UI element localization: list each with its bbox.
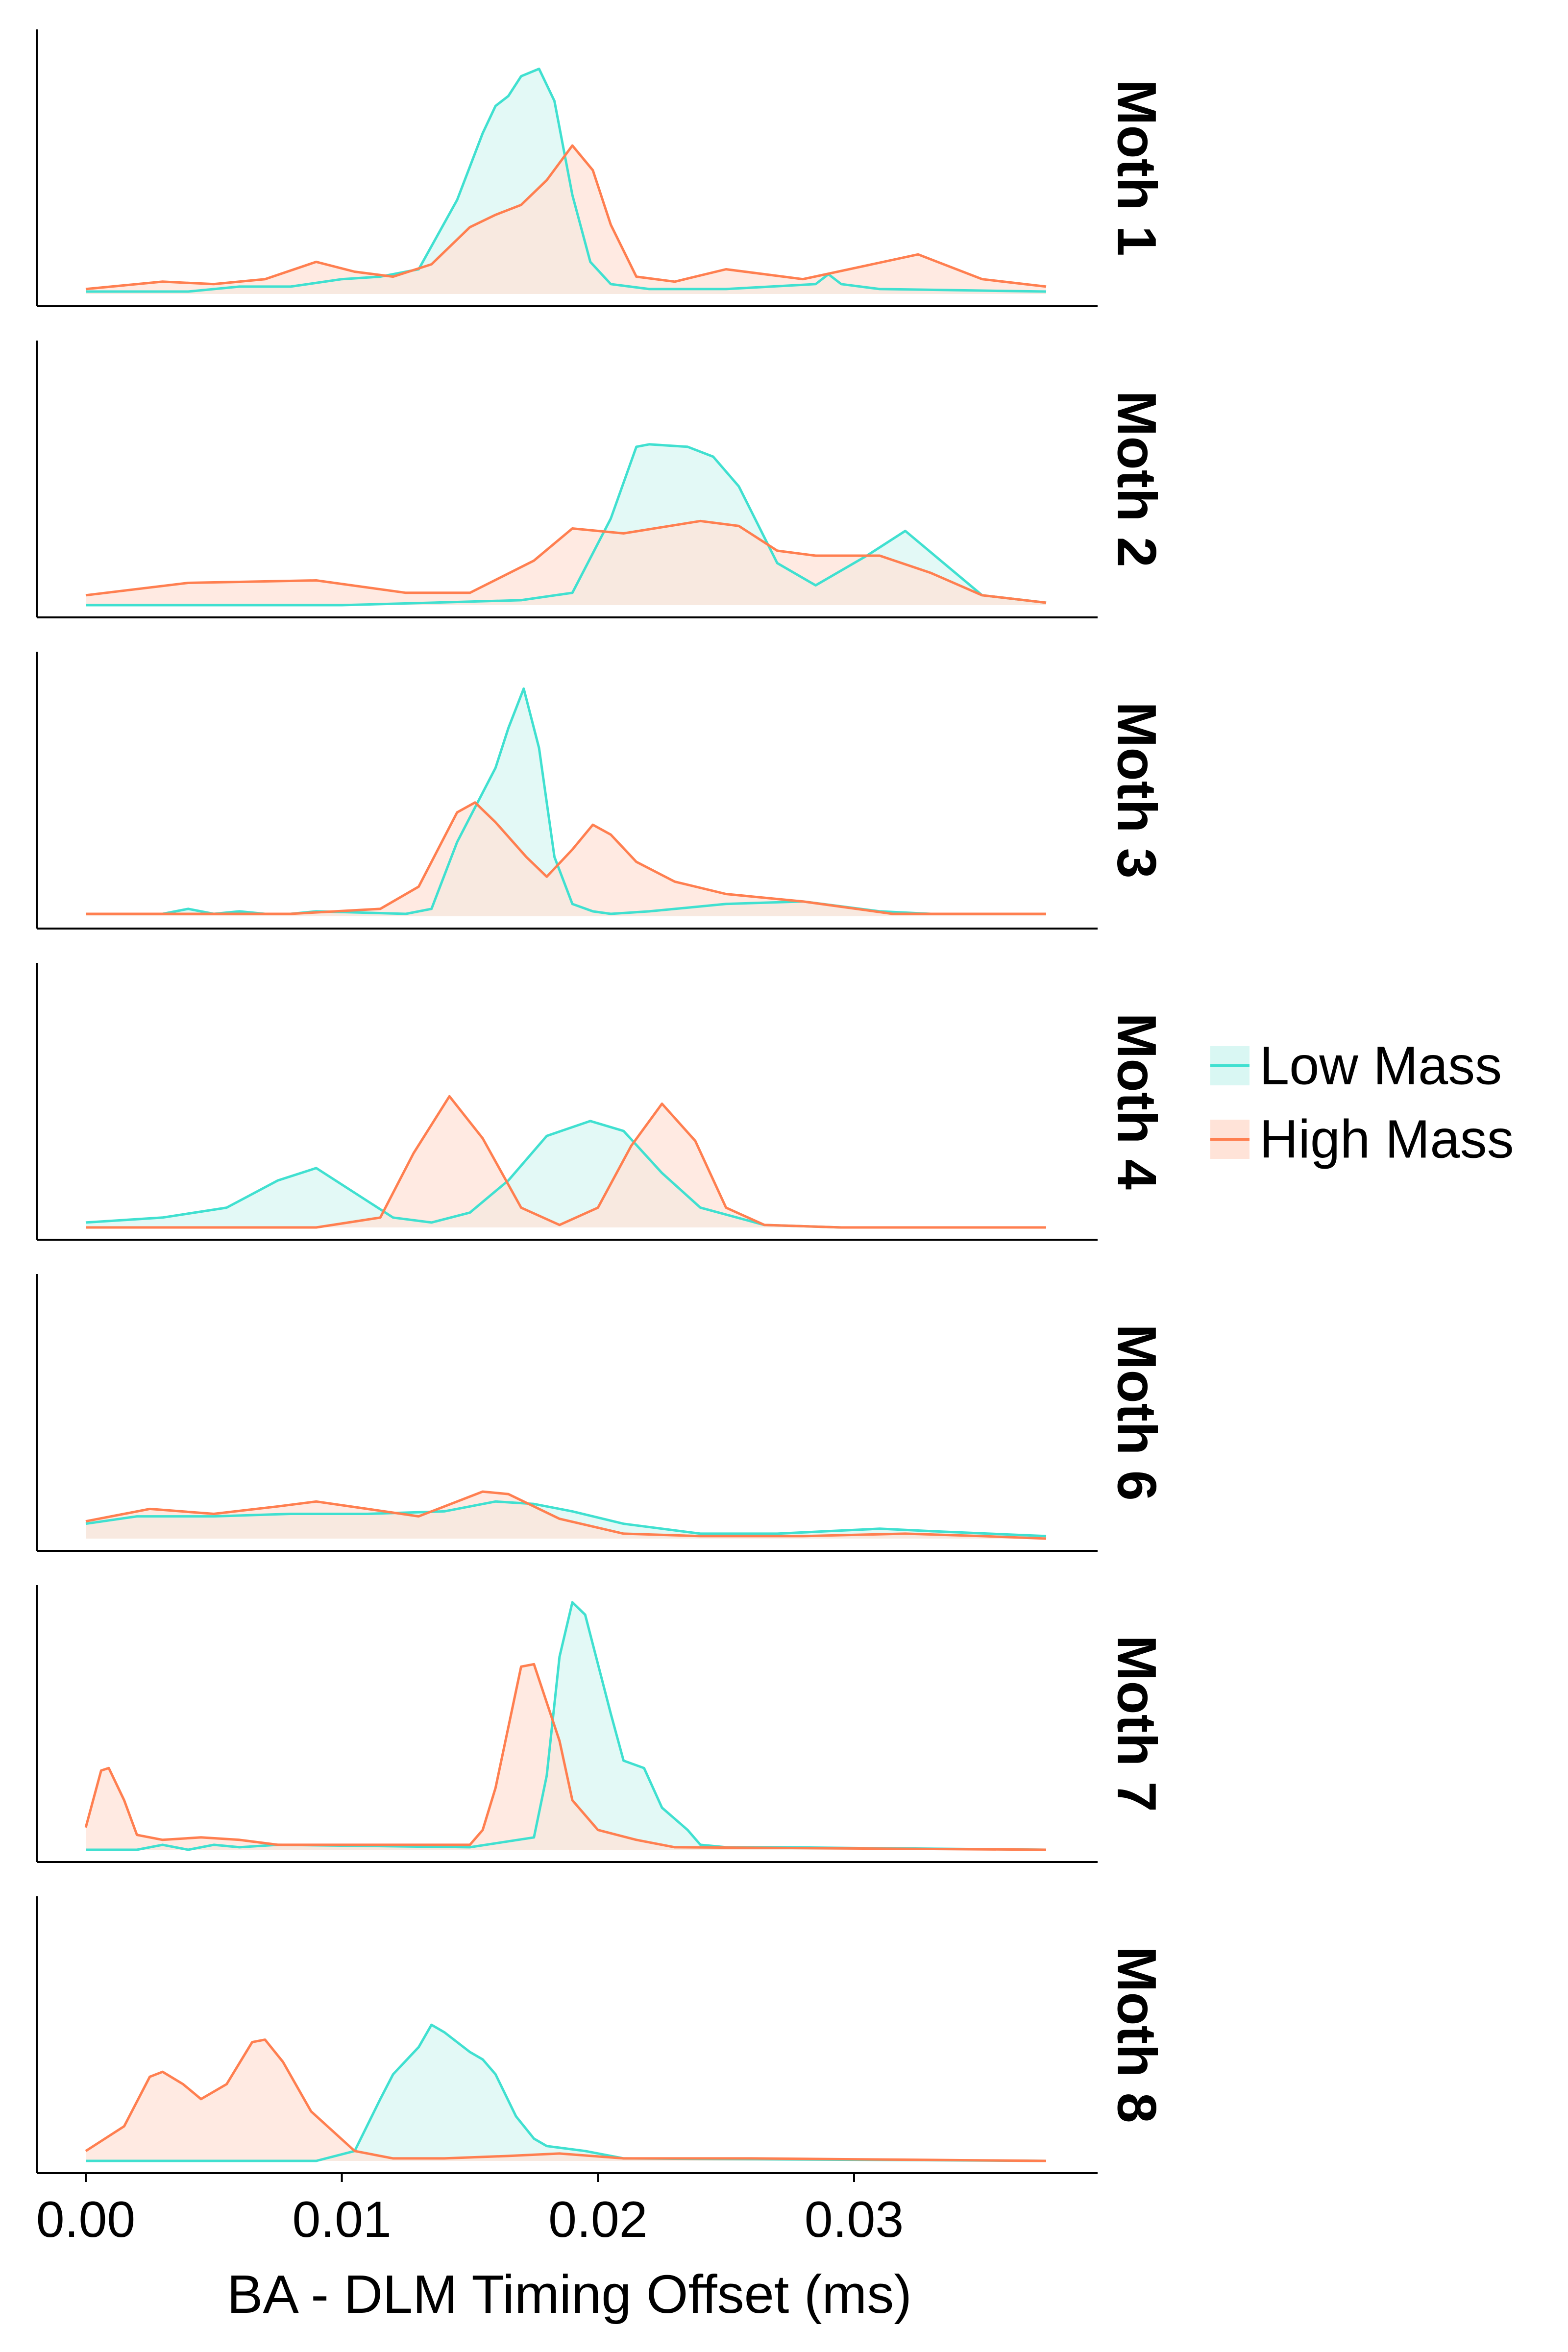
density-area-high-mass bbox=[86, 1664, 1046, 1850]
density-area-high-mass bbox=[86, 521, 1046, 605]
facet-label-moth-8: Moth 8 bbox=[1106, 1946, 1168, 2123]
x-tick-label: 0.00 bbox=[36, 2191, 135, 2248]
x-axis-ticks: 0.00 0.01 0.02 0.03 bbox=[36, 2173, 904, 2248]
panel-moth-8: Moth 8 bbox=[36, 1896, 1168, 2174]
density-area-high-mass bbox=[86, 2039, 1046, 2161]
density-area-low-mass bbox=[86, 1121, 1046, 1227]
legend-item-high-mass: High Mass bbox=[1210, 1109, 1514, 1170]
density-fills bbox=[86, 2025, 1046, 2161]
x-tick-label: 0.01 bbox=[292, 2191, 391, 2248]
panel-moth-2: Moth 2 bbox=[36, 341, 1168, 618]
legend: Low Mass High Mass bbox=[1210, 1036, 1514, 1170]
density-lines bbox=[85, 67, 1047, 293]
facet-label-moth-3: Moth 3 bbox=[1106, 702, 1168, 879]
density-fills bbox=[86, 1096, 1046, 1227]
density-line-low-mass bbox=[86, 687, 1046, 915]
x-axis-title: BA - DLM Timing Offset (ms) bbox=[227, 2264, 912, 2325]
density-line-low-mass bbox=[85, 1500, 1047, 1538]
density-line-high-mass bbox=[85, 1490, 1047, 1540]
facet-label-moth-7: Moth 7 bbox=[1106, 1635, 1168, 1812]
panel-moth-4: Moth 4 bbox=[36, 963, 1168, 1241]
panel-moth-1: Moth 1 bbox=[36, 29, 1168, 307]
x-tick-label: 0.02 bbox=[548, 2191, 647, 2248]
density-lines bbox=[86, 687, 1046, 915]
density-fills bbox=[86, 69, 1046, 294]
facet-label-moth-1: Moth 1 bbox=[1106, 79, 1168, 256]
legend-label: High Mass bbox=[1259, 1109, 1514, 1170]
facet-label-moth-4: Moth 4 bbox=[1106, 1013, 1168, 1190]
facet-panels: Moth 1 Moth 2 Moth 3 Moth 4 Moth 6 Moth 7 Moth… bbox=[36, 29, 1168, 2174]
density-line-high-mass bbox=[85, 2038, 1047, 2162]
facet-label-moth-2: Moth 2 bbox=[1106, 391, 1168, 567]
density-line-high-mass bbox=[85, 144, 1047, 291]
density-line-high-mass bbox=[85, 519, 1047, 604]
density-line-high-mass bbox=[86, 1095, 1046, 1229]
panel-moth-3: Moth 3 bbox=[36, 652, 1168, 930]
panel-moth-6: Moth 6 bbox=[36, 1274, 1168, 1552]
facet-label-moth-6: Moth 6 bbox=[1106, 1324, 1168, 1501]
density-area-high-mass bbox=[86, 146, 1046, 294]
density-line-low-mass bbox=[86, 67, 1047, 293]
density-area-low-mass bbox=[86, 1602, 1046, 1850]
legend-item-low-mass: Low Mass bbox=[1210, 1036, 1502, 1096]
density-lines bbox=[85, 443, 1047, 607]
density-line-low-mass bbox=[86, 1601, 1047, 1851]
density-lines bbox=[85, 1095, 1046, 1229]
density-line-low-mass bbox=[86, 443, 1047, 607]
panel-moth-7: Moth 7 bbox=[36, 1585, 1168, 1863]
density-fills bbox=[86, 688, 1046, 916]
x-tick-label: 0.03 bbox=[805, 2191, 904, 2248]
density-line-high-mass bbox=[86, 801, 1046, 915]
density-area-high-mass bbox=[86, 802, 1046, 916]
legend-label: Low Mass bbox=[1259, 1036, 1502, 1096]
density-lines bbox=[85, 1490, 1047, 1540]
density-line-high-mass bbox=[84, 1663, 1047, 1851]
density-fills bbox=[86, 1602, 1046, 1850]
density-lines bbox=[84, 1601, 1047, 1851]
density-line-low-mass bbox=[86, 2023, 1047, 2162]
density-fills bbox=[86, 444, 1046, 605]
density-lines bbox=[85, 2023, 1047, 2162]
